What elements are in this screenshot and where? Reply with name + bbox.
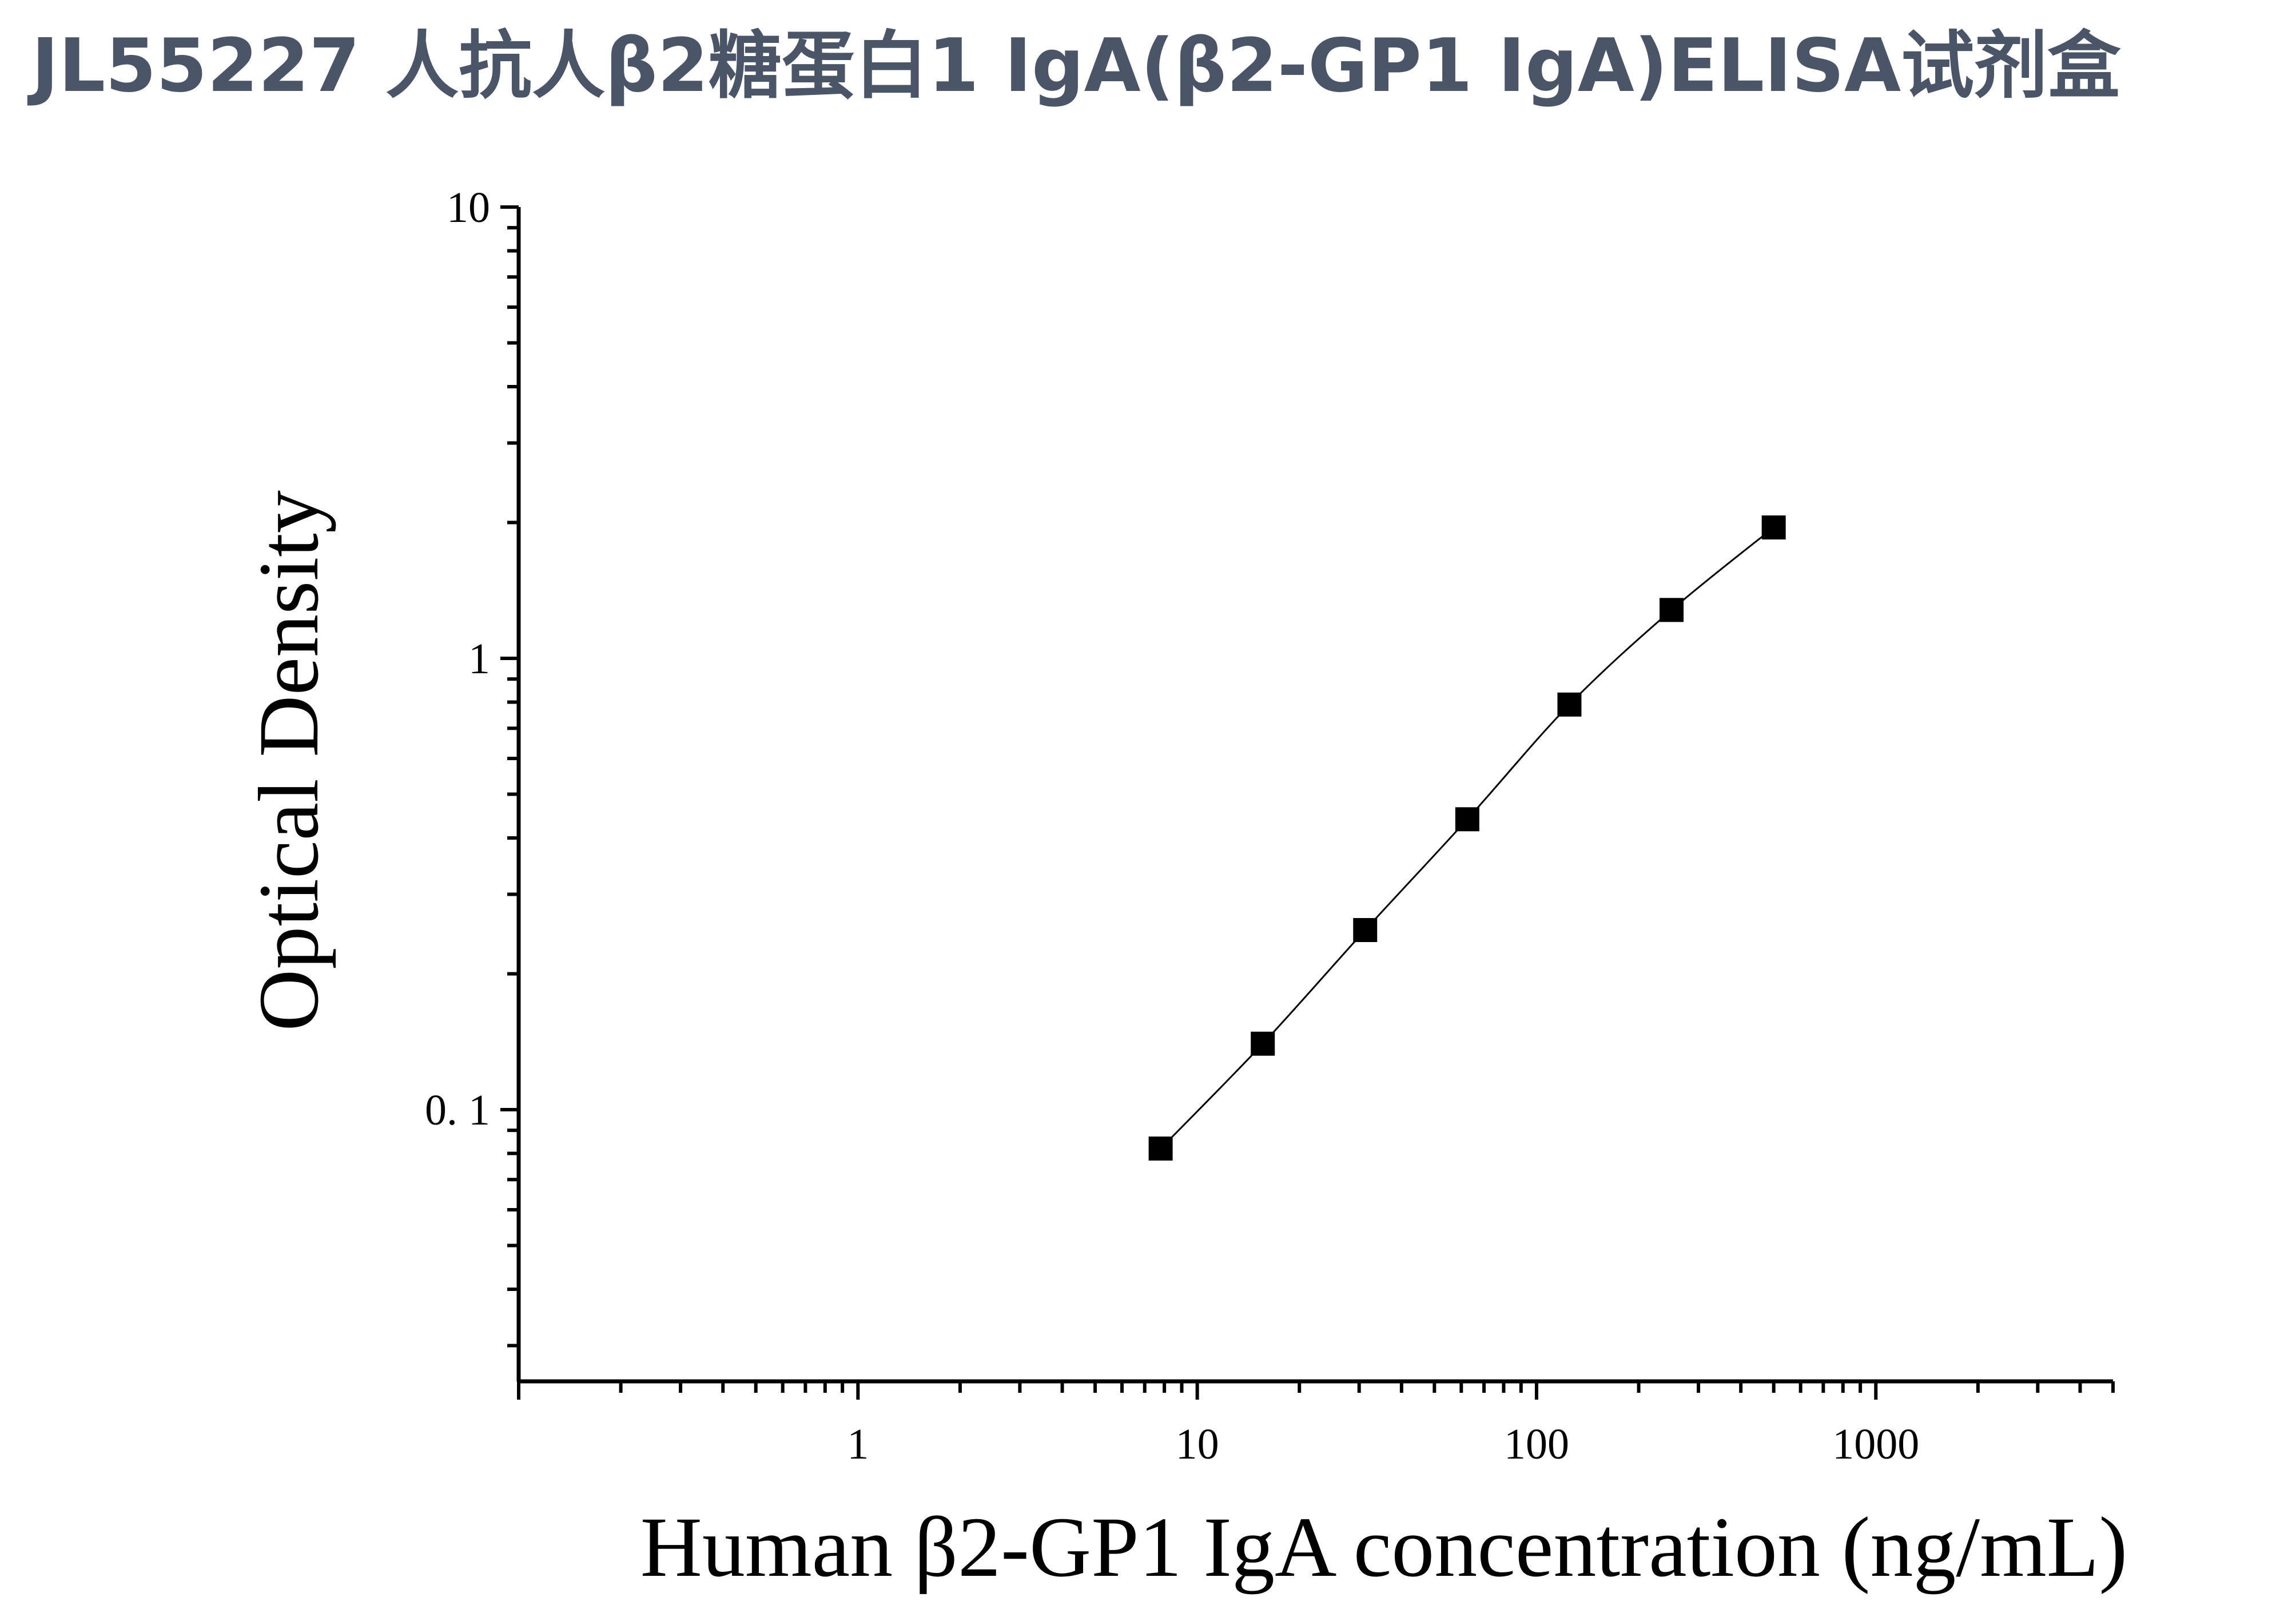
data-point xyxy=(1455,807,1479,832)
x-tick-label: 10 xyxy=(1176,1420,1219,1468)
page-title: JL55227 人抗人β2糖蛋白1 IgA(β2-GP1 IgA)ELISA试剂… xyxy=(31,23,2121,109)
x-tick-label: 1000 xyxy=(1832,1420,1919,1468)
data-point xyxy=(1557,692,1582,717)
chart-axes: 1 10 100 1000 0. 1 1 10 xyxy=(425,184,2115,1468)
x-tick-label: 1 xyxy=(847,1420,869,1468)
data-point xyxy=(1660,598,1684,622)
data-points-layer xyxy=(1148,515,1786,1161)
y-tick-label: 0. 1 xyxy=(425,1086,490,1134)
y-tick-label: 10 xyxy=(447,184,490,232)
data-point xyxy=(1148,1136,1173,1161)
data-point xyxy=(1251,1031,1275,1056)
data-point xyxy=(1353,918,1378,943)
y-tick-label: 1 xyxy=(468,635,490,683)
x-axis-title: Human β2-GP1 IgA concentration (ng/mL) xyxy=(640,1500,2128,1595)
x-tick-label: 100 xyxy=(1504,1420,1569,1468)
y-axis-title: Optical Density xyxy=(241,490,336,1031)
data-point xyxy=(1761,515,1786,540)
